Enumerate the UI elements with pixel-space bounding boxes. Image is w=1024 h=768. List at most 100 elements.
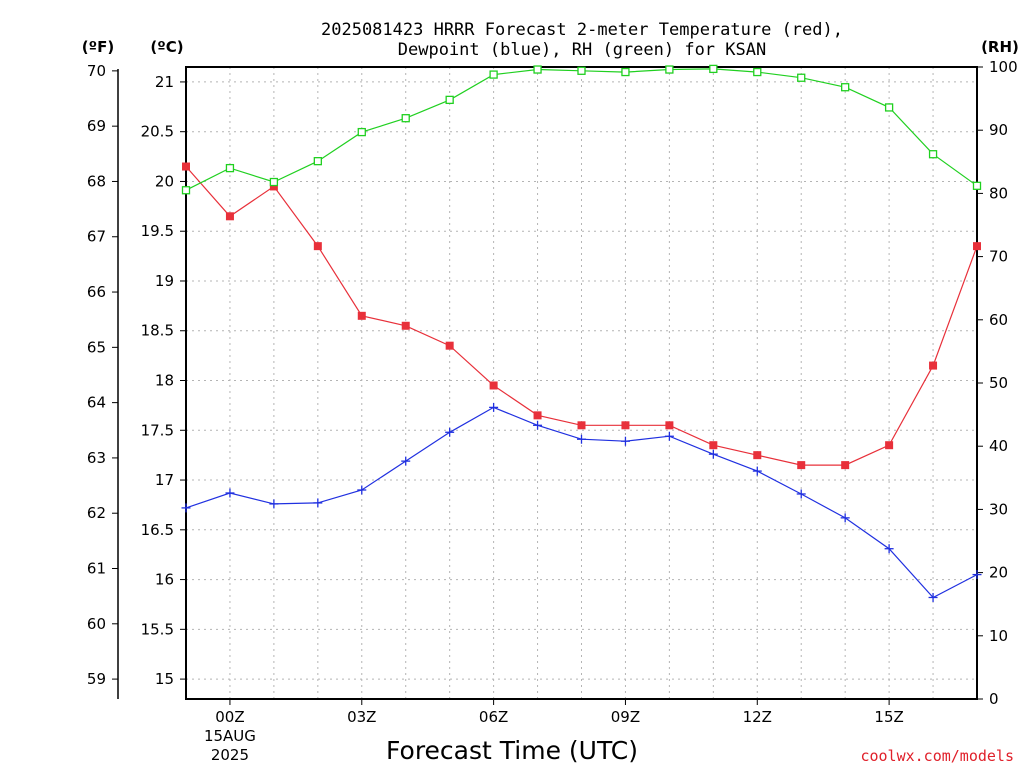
- temperature-point: [445, 341, 454, 350]
- series-3-group: [181, 64, 982, 195]
- dewpoint-point: [489, 402, 499, 412]
- dewpoint-point: [357, 485, 367, 495]
- rh-tick-label: 20: [989, 564, 1008, 582]
- temperature-point: [885, 441, 894, 450]
- celsius-tick-label: 18: [155, 372, 174, 390]
- temperature-point: [357, 311, 366, 320]
- temperature-point: [182, 162, 190, 171]
- temperature-point: [225, 212, 234, 221]
- rh-tick-label: 30: [989, 500, 1008, 518]
- dewpoint-point: [225, 488, 235, 498]
- rh-point: [445, 95, 454, 105]
- temperature-point: [929, 361, 938, 370]
- series-layer: [181, 64, 982, 602]
- celsius-unit-label: (ºC): [150, 38, 183, 56]
- fahrenheit-tick-label: 62: [87, 504, 106, 522]
- rh-point: [225, 163, 235, 173]
- fahrenheit-tick-label: 59: [87, 670, 106, 688]
- rh-point: [884, 103, 894, 112]
- temperature-point: [709, 441, 718, 450]
- rh-tick-label: 80: [989, 184, 1008, 202]
- dewpoint-point: [181, 503, 191, 513]
- rh-tick-label: 60: [989, 311, 1008, 329]
- temperature-point: [401, 321, 410, 330]
- x-tick-label: 15Z: [874, 708, 903, 726]
- dewpoint-point: [928, 592, 938, 602]
- x-tick-label: 12Z: [743, 708, 772, 726]
- series-2-group: [181, 402, 982, 602]
- fahrenheit-tick-label: 67: [87, 228, 106, 246]
- dewpoint-point: [796, 489, 806, 499]
- rh-point: [401, 114, 410, 123]
- dewpoint-point: [401, 456, 411, 466]
- x-tick-label: 09Z: [611, 708, 640, 726]
- rh-point: [841, 83, 850, 92]
- celsius-tick-label: 15.5: [141, 620, 174, 638]
- fahrenheit-tick-label: 69: [87, 117, 106, 135]
- fahrenheit-unit-label: (ºF): [82, 38, 114, 56]
- dewpoint-point: [577, 434, 586, 444]
- rh-tick-label: 50: [989, 374, 1008, 392]
- dewpoint-point: [708, 449, 718, 459]
- rh-tick-label: 10: [989, 627, 1008, 645]
- fahrenheit-tick-label: 63: [87, 449, 106, 467]
- fahrenheit-tick-label: 60: [87, 615, 106, 633]
- rh-unit-label: (RH): [981, 38, 1019, 56]
- fahrenheit-tick-label: 64: [87, 394, 106, 412]
- celsius-tick-label: 21: [155, 73, 174, 91]
- temperature-point: [973, 242, 981, 251]
- rh-point: [621, 67, 630, 77]
- temperature-point: [665, 421, 674, 430]
- chart-subtitle: Dewpoint (blue), RH (green) for KSAN: [398, 40, 766, 60]
- x-axis-label: Forecast Time (UTC): [386, 736, 638, 765]
- celsius-tick-label: 16.5: [141, 521, 174, 539]
- celsius-tick-label: 20.5: [141, 123, 174, 141]
- dewpoint-point: [840, 513, 850, 523]
- credit-text: coolwx.com/models: [860, 747, 1014, 765]
- dewpoint-point: [972, 570, 982, 580]
- x-tick-label: 00Z: [215, 708, 244, 726]
- dewpoint-point: [445, 427, 455, 437]
- rh-tick-label: 40: [989, 437, 1008, 455]
- rh-point: [269, 177, 279, 187]
- x-tick-year-label: 2025: [211, 746, 249, 764]
- celsius-tick-label: 17: [155, 471, 174, 489]
- celsius-tick-label: 16: [155, 571, 174, 589]
- rh-point: [489, 70, 498, 79]
- fahrenheit-tick-label: 70: [87, 62, 106, 80]
- temperature-point: [313, 242, 322, 251]
- rh-point: [797, 73, 806, 82]
- temperature-point: [533, 411, 542, 420]
- rh-point: [313, 157, 322, 166]
- celsius-tick-label: 17.5: [141, 421, 174, 439]
- rh-point: [533, 65, 542, 74]
- rh-point: [972, 181, 982, 190]
- fahrenheit-tick-label: 65: [87, 338, 106, 356]
- tick-labels-layer: 15 15.5 16 16.5 17 17.5 18 18.5 19 19.5 20 20.5 21 59…: [87, 58, 1018, 764]
- temperature-point: [577, 421, 586, 430]
- fahrenheit-tick-label: 61: [87, 560, 106, 578]
- x-tick-date-label: 15AUG: [204, 727, 256, 745]
- rh-point: [357, 127, 366, 137]
- fahrenheit-tick-label: 66: [87, 283, 106, 301]
- rh-point: [181, 186, 191, 195]
- x-tick-label: 03Z: [347, 708, 376, 726]
- rh-tick-label: 70: [989, 248, 1008, 266]
- celsius-tick-label: 20: [155, 172, 174, 190]
- rh-point: [753, 67, 762, 77]
- temperature-point: [489, 381, 498, 390]
- dewpoint-point: [752, 466, 762, 476]
- celsius-tick-label: 19.5: [141, 222, 174, 240]
- temperature-point: [269, 182, 278, 191]
- rh-point: [928, 150, 938, 159]
- x-tick-label: 06Z: [479, 708, 508, 726]
- dewpoint-point: [313, 498, 323, 508]
- celsius-tick-label: 19: [155, 272, 174, 290]
- rh-point: [665, 65, 674, 74]
- fahrenheit-tick-label: 68: [87, 172, 106, 190]
- temperature-point: [621, 421, 630, 430]
- celsius-tick-label: 18.5: [141, 322, 174, 340]
- dewpoint-point: [533, 420, 543, 430]
- series-1-group: [182, 162, 981, 470]
